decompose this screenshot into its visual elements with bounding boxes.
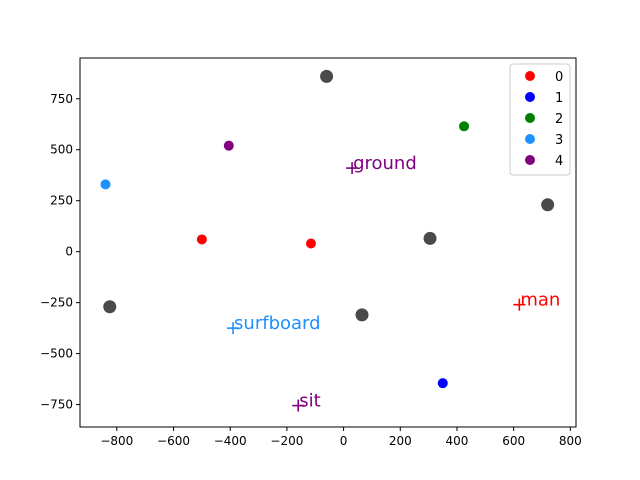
word-label-ground: ground: [353, 153, 417, 174]
legend-label-2: 2: [555, 112, 563, 127]
y-tick-label: −750: [40, 398, 73, 412]
y-tick-label: 0: [65, 245, 73, 259]
word-marker-ground: [346, 162, 359, 175]
legend: 0 1 2 3 4: [509, 63, 571, 176]
legend-marker-1: [525, 92, 535, 102]
x-tick-label: −600: [157, 434, 190, 448]
y-tick-label: −250: [40, 296, 73, 310]
series-4-point-0: [223, 140, 234, 151]
x-tick-label: 0: [340, 434, 348, 448]
word-marker-surfboard: [227, 322, 240, 335]
x-tick-label: −800: [100, 434, 133, 448]
y-axis: −750 −500 −250 0 250 500 750: [40, 92, 80, 412]
legend-label-1: 1: [555, 91, 563, 106]
legend-box: [509, 63, 571, 176]
word-label-man: man: [520, 290, 560, 311]
word-labels: ground man surfboard sit: [227, 153, 560, 412]
y-tick-label: 250: [50, 194, 73, 208]
gray-point-2: [541, 198, 555, 212]
series-1-point-0: [437, 378, 448, 389]
x-tick-label: 800: [559, 434, 582, 448]
x-tick-label: −400: [214, 434, 247, 448]
x-tick-label: 600: [502, 434, 525, 448]
legend-label-3: 3: [555, 133, 563, 148]
legend-marker-0: [525, 71, 535, 81]
series-2-point-0: [459, 121, 470, 132]
legend-label-4: 4: [555, 154, 563, 169]
gray-point-4: [355, 308, 369, 322]
word-marker-man: [513, 298, 526, 311]
x-axis: −800 −600 −400 −200 0 200 400 600 800: [100, 427, 582, 448]
gray-point-0: [320, 69, 334, 83]
y-tick-label: 500: [50, 143, 73, 157]
gray-point-1: [423, 231, 437, 245]
legend-marker-4: [525, 155, 535, 165]
series-3-point-0: [100, 179, 111, 190]
series-0-point-0: [196, 234, 207, 245]
plot-frame: [79, 57, 577, 428]
word-marker-sit: [292, 399, 305, 412]
y-tick-label: 750: [50, 92, 73, 106]
x-tick-label: −200: [270, 434, 303, 448]
legend-marker-3: [525, 134, 535, 144]
legend-label-0: 0: [555, 70, 563, 85]
word-label-sit: sit: [299, 391, 320, 412]
word-label-surfboard: surfboard: [234, 313, 321, 334]
series-points: [100, 121, 470, 389]
series-0-point-1: [305, 238, 316, 249]
legend-marker-2: [525, 113, 535, 123]
y-tick-label: −500: [40, 347, 73, 361]
gray-point-3: [103, 300, 117, 314]
x-tick-label: 400: [446, 434, 469, 448]
x-tick-label: 200: [389, 434, 412, 448]
gray-points: [103, 69, 555, 322]
